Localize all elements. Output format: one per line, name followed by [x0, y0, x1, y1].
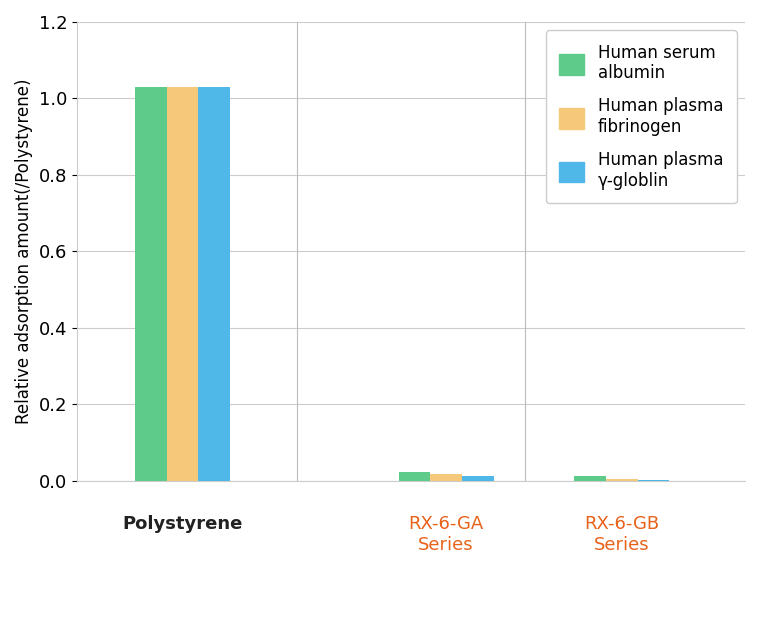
Bar: [135, 87, 166, 480]
Bar: [430, 474, 462, 480]
Bar: [198, 87, 230, 480]
Legend: Human serum
albumin, Human plasma
fibrinogen, Human plasma
γ-globlin: Human serum albumin, Human plasma fibrin…: [546, 30, 736, 203]
Bar: [462, 476, 493, 480]
Bar: [399, 472, 430, 480]
Text: RX-6-GB
Series: RX-6-GB Series: [584, 515, 660, 554]
Text: RX-6-GA
Series: RX-6-GA Series: [408, 515, 483, 554]
Bar: [606, 479, 638, 480]
Y-axis label: Relative adsorption amount(/Polystyrene): Relative adsorption amount(/Polystyrene): [15, 79, 33, 424]
Bar: [166, 87, 198, 480]
Text: Polystyrene: Polystyrene: [122, 515, 242, 533]
Bar: [575, 476, 606, 480]
